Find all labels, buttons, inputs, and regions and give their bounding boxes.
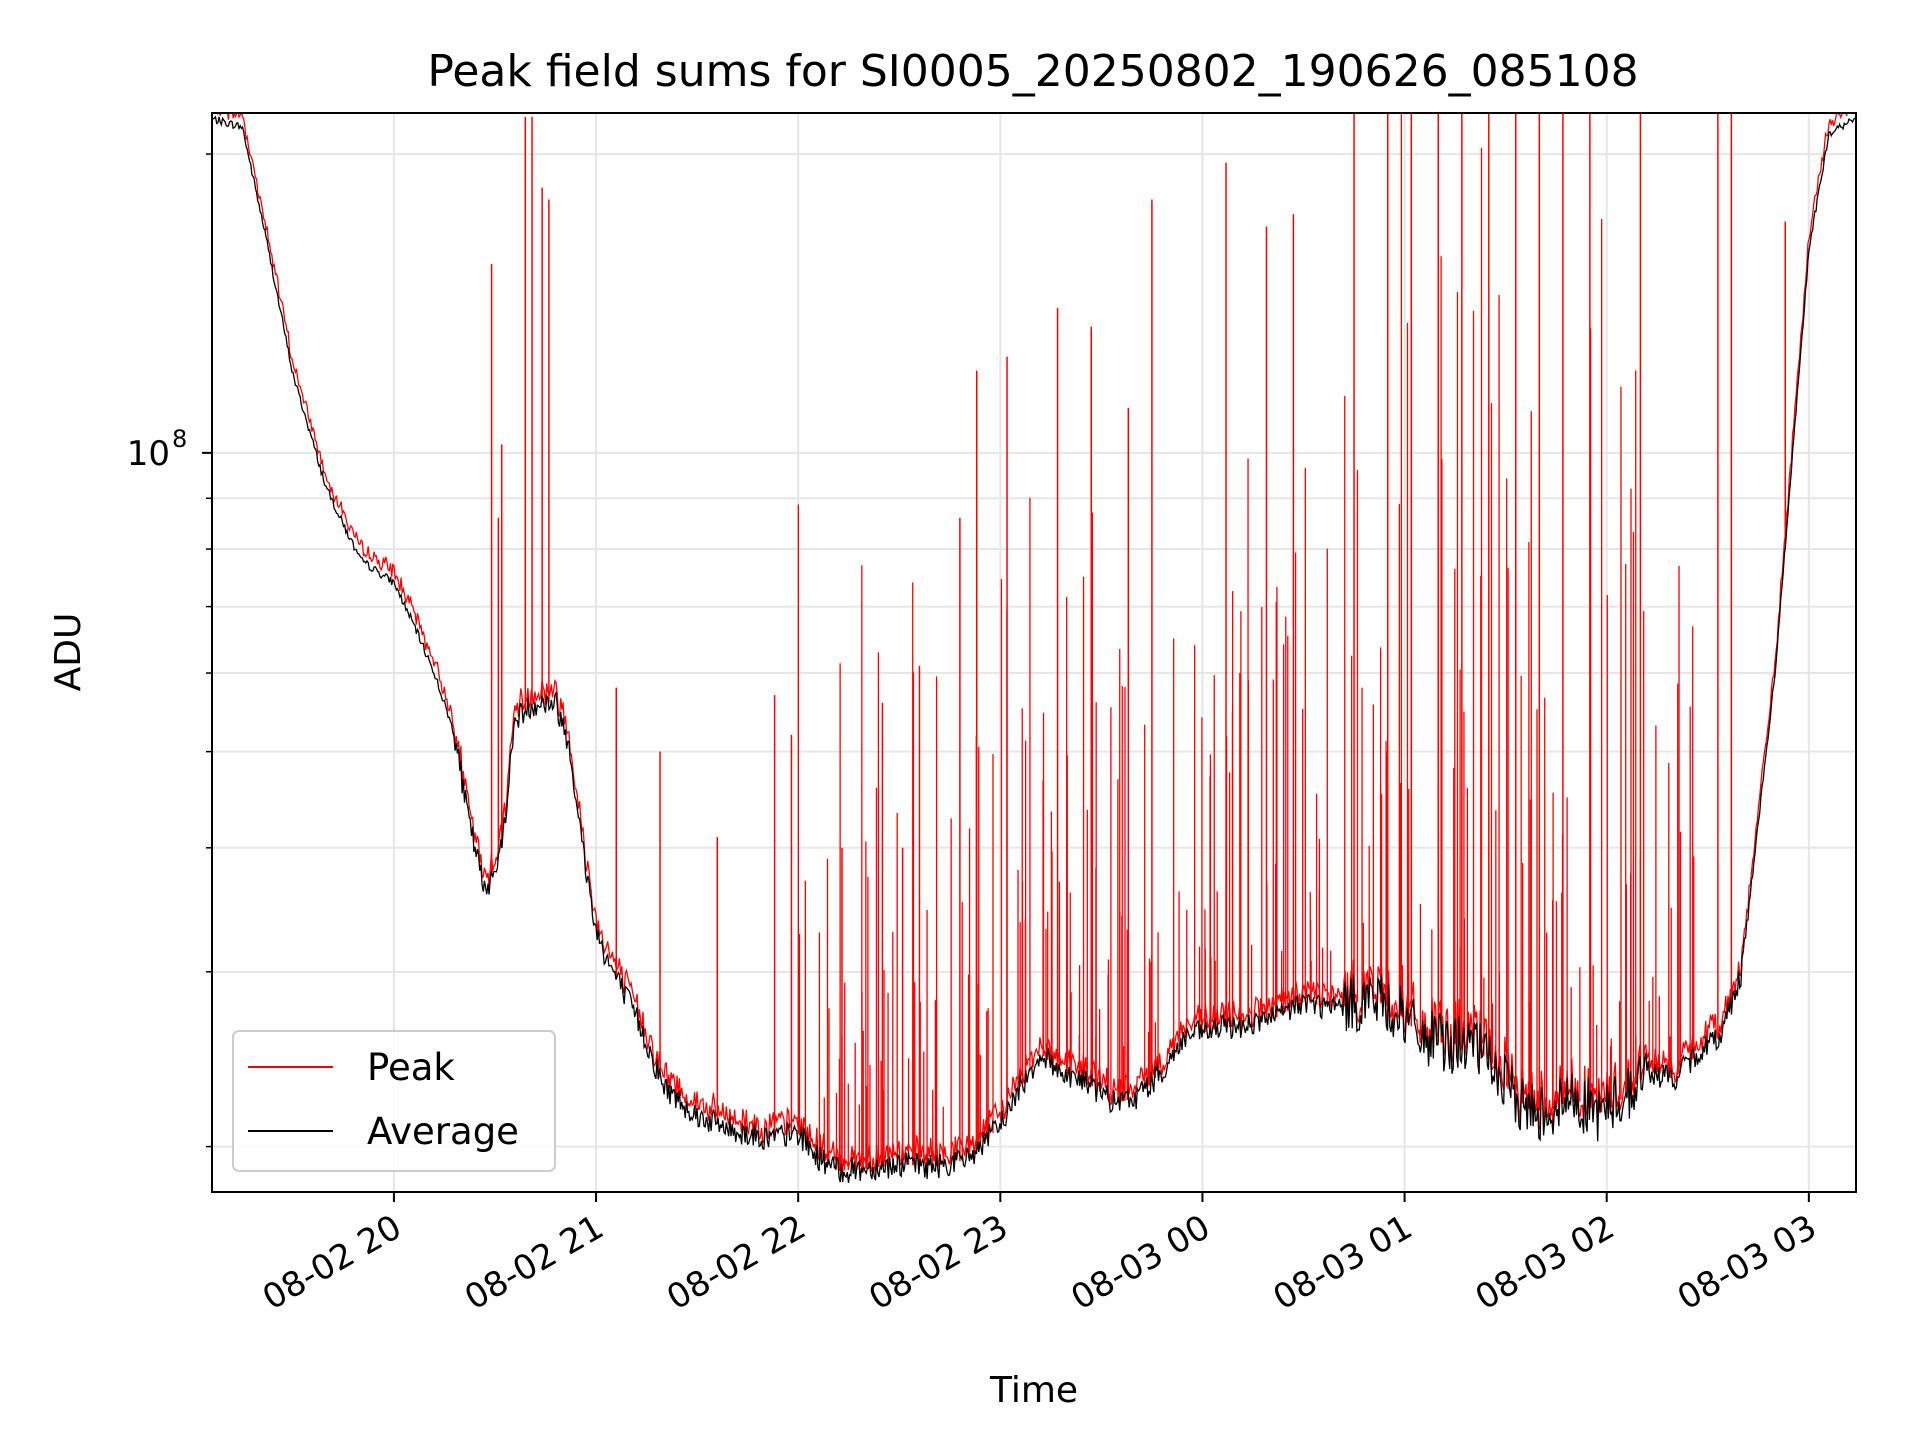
y-tick-label-exponent: 8 [172,425,187,453]
legend: Peak Average [232,1030,556,1172]
y-tick-label-base: 10 [127,434,170,474]
legend-peak-label: Peak [367,1046,455,1089]
peak-series-line [217,113,1854,1174]
series-layer [212,113,1856,1183]
chart-title: Peak field sums for SI0005_20250802_1906… [427,46,1638,97]
x-axis-label: Time [989,1370,1078,1411]
plot-frame [211,112,1857,1193]
plot-area [212,113,1856,1192]
y-axis-label: ADU [48,613,89,692]
legend-average-label: Average [367,1110,519,1153]
average-series-line [212,115,1856,1183]
